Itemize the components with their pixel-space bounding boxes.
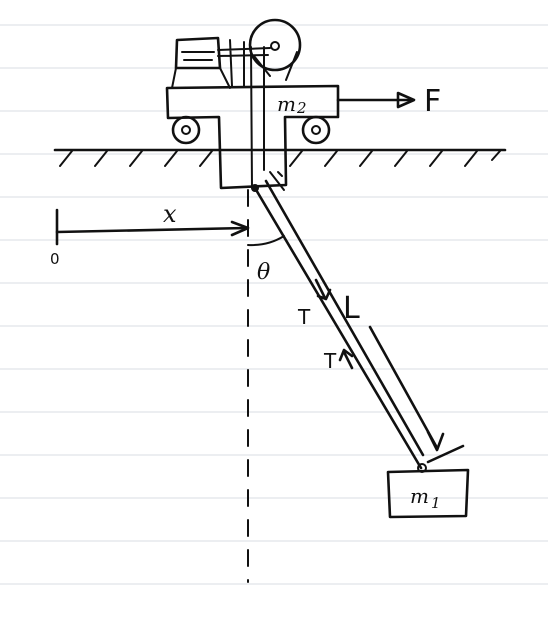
- tension-bottom-label: T: [323, 349, 337, 373]
- pendulum-rod: [253, 179, 425, 470]
- cart-right-wheel-icon: [301, 115, 331, 145]
- tension-top-label: T: [297, 305, 311, 329]
- svg-text:m: m: [277, 92, 296, 116]
- pendulum-mass-box: [386, 468, 470, 519]
- cart-left-wheel-icon: [171, 115, 201, 145]
- cart-mass-label: m 2: [277, 92, 307, 117]
- svg-text:m: m: [410, 484, 429, 508]
- position-dimension: [55, 208, 250, 246]
- cart: [165, 18, 340, 190]
- tension-arrow-bottom: [338, 348, 354, 370]
- pulley-wheel-icon: [248, 18, 302, 72]
- origin-label: 0: [50, 250, 60, 268]
- angle-label: θ: [257, 260, 270, 285]
- force-arrow: [336, 91, 416, 109]
- svg-text:2: 2: [296, 99, 307, 117]
- tension-arrow-top: [314, 278, 332, 301]
- svg-text:1: 1: [431, 494, 441, 512]
- ground: [53, 148, 507, 167]
- length-dimension: [368, 325, 465, 464]
- position-label: x: [163, 200, 177, 228]
- force-label: F: [424, 84, 441, 119]
- length-label: L: [343, 291, 360, 326]
- angle-arc: [247, 235, 285, 247]
- pendulum-mass-label: m 1: [410, 484, 441, 512]
